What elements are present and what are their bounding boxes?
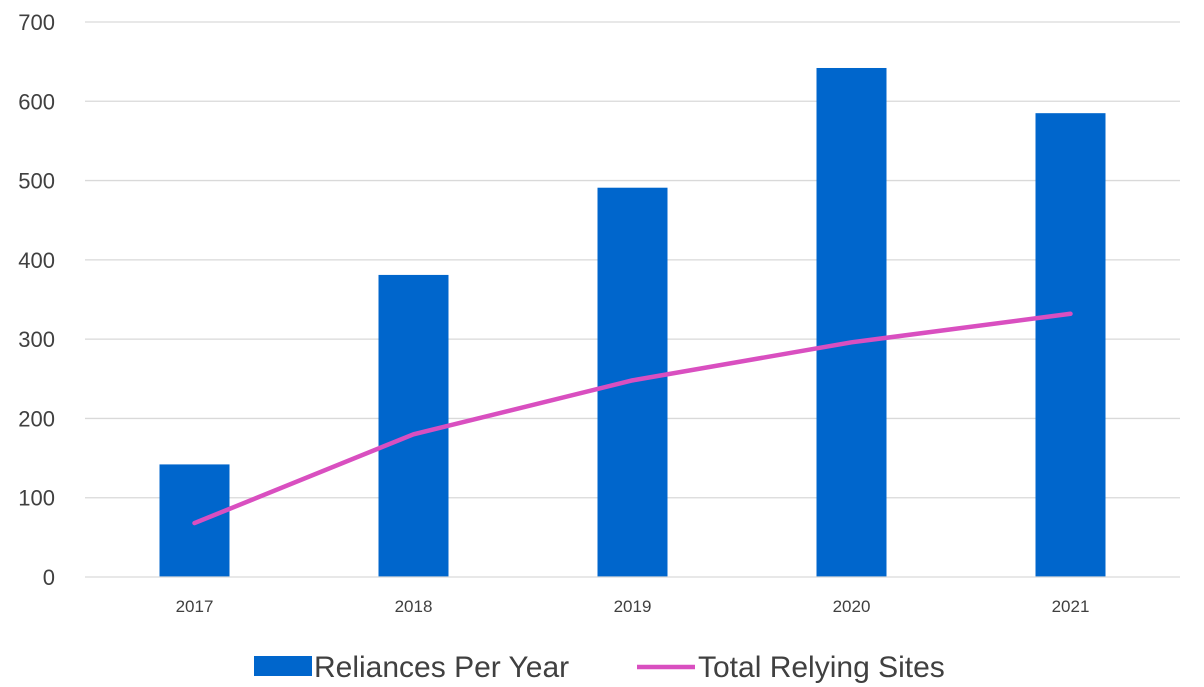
x-axis-ticks: 2017 2018 2019 2020 2021 xyxy=(176,597,1090,616)
y-tick-label: 700 xyxy=(18,10,55,35)
y-tick-label: 600 xyxy=(18,89,55,114)
x-tick-label: 2018 xyxy=(395,597,433,616)
y-tick-label: 200 xyxy=(18,406,55,431)
y-tick-label: 100 xyxy=(18,486,55,511)
legend-label-relying-sites: Total Relying Sites xyxy=(698,651,945,684)
y-tick-label: 0 xyxy=(43,565,55,590)
bar-2018 xyxy=(378,274,449,577)
legend-label-reliances: Reliances Per Year xyxy=(314,651,569,684)
x-tick-label: 2019 xyxy=(614,597,652,616)
y-axis-ticks: 0 100 200 300 400 500 600 700 xyxy=(18,10,55,590)
bar-series xyxy=(159,67,1106,577)
bar-2020 xyxy=(816,67,887,577)
bar-2021 xyxy=(1035,113,1106,577)
legend-swatch-bar xyxy=(254,656,312,676)
x-tick-label: 2017 xyxy=(176,597,214,616)
y-tick-label: 400 xyxy=(18,248,55,273)
legend: Reliances Per Year Total Relying Sites xyxy=(254,651,945,684)
x-tick-label: 2021 xyxy=(1052,597,1090,616)
y-tick-label: 300 xyxy=(18,327,55,352)
line-series xyxy=(192,311,1073,526)
x-tick-label: 2020 xyxy=(833,597,871,616)
y-tick-label: 500 xyxy=(18,169,55,194)
